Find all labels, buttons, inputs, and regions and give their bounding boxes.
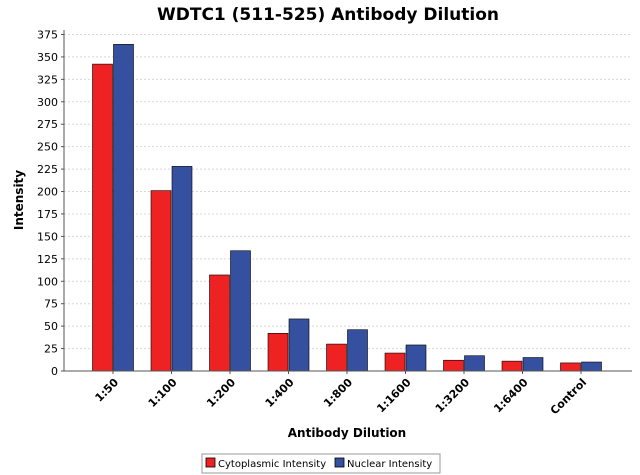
y-tick-label: 100 (37, 275, 58, 288)
x-tick-label: 1:800 (321, 376, 355, 410)
bar-nuclear (230, 250, 251, 372)
legend-box (201, 453, 441, 474)
bar-nuclear (405, 344, 427, 372)
bar-cytoplasmic (267, 333, 289, 372)
gridlines (64, 33, 632, 350)
y-tick-label: 325 (37, 73, 58, 86)
y-tick-label: 375 (37, 28, 58, 41)
x-tick-label: Control (548, 376, 589, 417)
legend: Cytoplasmic Intensity Nuclear Intensity (201, 453, 441, 474)
bar-nuclear (581, 361, 602, 372)
y-tick-label: 125 (37, 253, 58, 266)
y-tick-label: 75 (44, 298, 58, 311)
y-tick-label: 25 (44, 343, 58, 356)
bar-cytoplasmic (92, 63, 113, 372)
x-axis-ticks: 1:50 1:100 1:200 1:400 1:800 1:1600 1:3200 1:64… (93, 371, 589, 417)
x-tick-label: 1:50 (93, 376, 122, 405)
bar-cytoplasmic (443, 359, 464, 372)
x-tick-label: 1:3200 (433, 376, 473, 416)
x-tick-label: 1:6400 (491, 376, 531, 416)
bar-cytoplasmic (150, 190, 172, 372)
y-axis-label: Intensity (12, 170, 26, 230)
bar-nuclear (113, 44, 134, 372)
y-tick-label: 175 (37, 208, 58, 221)
y-tick-label: 300 (37, 96, 58, 109)
bar-cytoplasmic (209, 274, 230, 372)
legend-label-cytoplasmic: Cytoplasmic Intensity (218, 459, 326, 470)
x-tick-label: 1:100 (146, 376, 180, 410)
chart-title: WDTC1 (511-525) Antibody Dilution (157, 5, 499, 25)
bar-cytoplasmic (501, 360, 523, 372)
y-tick-label: 350 (37, 51, 58, 64)
bar-nuclear (522, 357, 544, 372)
bars (92, 44, 602, 372)
y-tick-label: 0 (51, 365, 58, 378)
bar-cytoplasmic (384, 352, 406, 372)
y-tick-label: 250 (37, 141, 58, 154)
bar-nuclear (288, 318, 310, 372)
bar-nuclear (171, 166, 193, 372)
y-tick-label: 200 (37, 186, 58, 199)
x-tick-label: 1:200 (204, 376, 238, 410)
bar-cytoplasmic (560, 362, 581, 372)
legend-label-nuclear: Nuclear Intensity (347, 459, 432, 470)
x-tick-label: 1:1600 (374, 376, 414, 416)
y-tick-label: 50 (44, 320, 58, 333)
bar-nuclear (347, 329, 368, 372)
x-tick-label: 1:400 (263, 376, 297, 410)
y-tick-label: 225 (37, 163, 58, 176)
legend-swatch-nuclear (334, 457, 345, 468)
y-axis-ticks: 0 25 50 75 100 125 150 175 200 225 250 275 300 325 350… (37, 28, 64, 378)
y-tick-label: 275 (37, 118, 58, 131)
bar-cytoplasmic (326, 343, 347, 372)
x-axis-label: Antibody Dilution (288, 426, 406, 440)
y-tick-label: 150 (37, 230, 58, 243)
legend-swatch-cytoplasmic (205, 457, 216, 468)
bar-nuclear (464, 355, 485, 372)
